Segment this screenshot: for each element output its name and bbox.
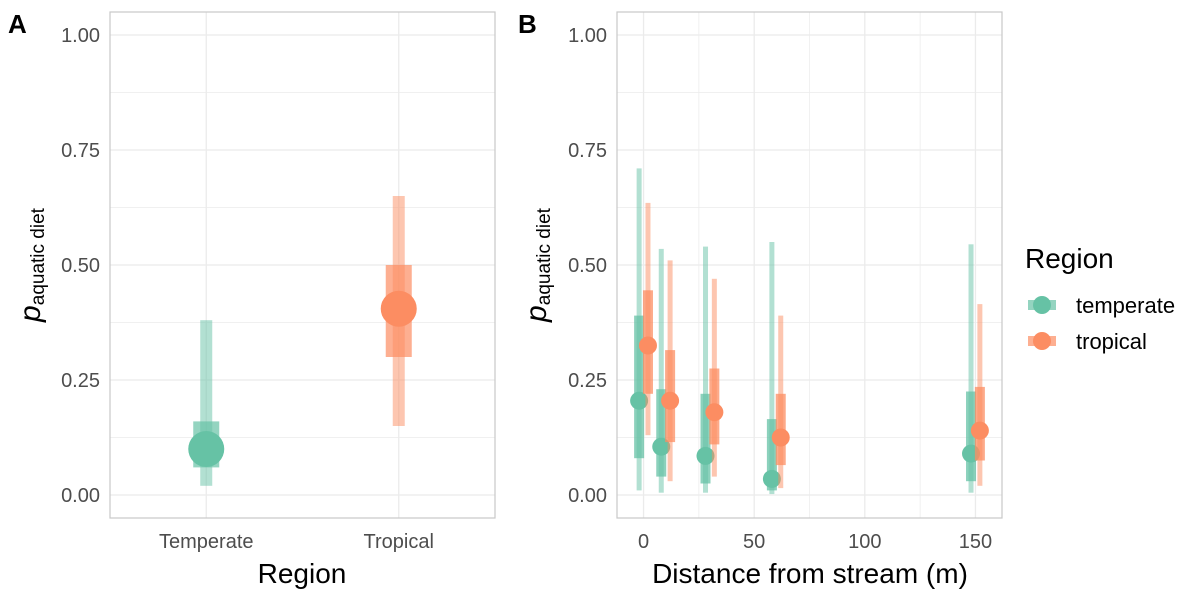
panel-b-point-tropical [771,428,790,447]
panel-a-x-tick-label: Temperate [159,531,254,553]
panel-b-grid [617,12,1002,518]
panel-b-y-axis-title-main: p [520,305,553,323]
panel-b-inner-interval-temperate [700,393,711,484]
panel-b-outer-interval-temperate [703,246,709,493]
panel-a-y-axis-title-main: p [14,305,47,323]
panel-b-inner-interval-temperate [766,419,777,491]
panel-b-y-tick-label: 0.00 [568,485,607,507]
panel-b-inner-interval-temperate [634,315,645,459]
panel-b-y-tick-label: 0.75 [568,140,607,162]
legend: Region temperate tropical [1025,243,1175,354]
panel-b-x-tick-label: 100 [848,531,881,553]
panel-b-outer-interval-temperate [968,244,974,493]
panel-b-point-tropical [661,391,680,410]
panel-b-x-tick-label: 150 [959,531,992,553]
panel-b-inner-interval-temperate [656,389,667,477]
panel-b-x-tick-label: 0 [638,531,649,553]
panel-b-outer-interval-temperate [658,248,664,493]
panel-a-y-tick-label: 0.00 [61,485,100,507]
panel-a-y-tick-label: 0.25 [61,370,100,392]
panel-a-y-tick-label: 1.00 [61,25,100,47]
legend-key-point-temperate [1033,296,1051,314]
panel-a-marks [188,196,417,486]
legend-title: Region [1025,243,1114,274]
panel-b-point-temperate [652,437,671,456]
panel-a-tag: A [8,9,27,39]
panel-a-tick-labels: 0.00 0.25 0.50 0.75 1.00 Temperate Tropical [61,25,434,553]
panel-b-point-temperate [630,391,649,410]
panel-b-inner-interval-temperate [966,391,977,482]
panel-b-x-axis-title: Distance from stream (m) [652,558,968,589]
panel-a-y-tick-label: 0.75 [61,140,100,162]
panel-a-point-tropical [380,290,417,327]
panel-a-y-axis-title: paquatic diet [14,207,49,323]
panel-b-point-temperate [762,469,781,488]
panel-a-grid [110,12,495,518]
panel-b-point-tropical [705,403,724,422]
panel-b-point-tropical [970,421,989,440]
panel-b-outer-interval-temperate [769,242,775,495]
legend-label-temperate: temperate [1076,293,1175,318]
panel-b-y-tick-label: 0.25 [568,370,607,392]
panel-b-point-temperate [696,446,715,465]
panel-a-x-tick-label: Tropical [364,531,434,553]
panel-b-y-axis-title: paquatic diet [520,207,555,323]
panel-b-y-tick-label: 0.50 [568,255,607,277]
panel-a-point-temperate [188,431,225,467]
panel-b-marks [630,168,989,495]
panel-b-y-axis-title-sub: aquatic diet [534,207,555,305]
panel-b-y-tick-label: 1.00 [568,25,607,47]
panel-b-tag: B [518,9,537,39]
panel-b: B 0.00 0.25 0.50 0.75 1.00 0 50 100 150 Distance… [518,9,1003,589]
legend-label-tropical: tropical [1076,329,1147,354]
panel-b-x-tick-label: 50 [743,531,765,553]
panel-b-point-tropical [638,336,657,355]
panel-b-border [616,11,1003,519]
legend-key-point-tropical [1033,332,1051,350]
panel-a-x-axis-title: Region [258,558,347,589]
panel-a-border [109,11,496,519]
panel-a-y-tick-label: 0.50 [61,255,100,277]
panel-b-tick-labels: 0.00 0.25 0.50 0.75 1.00 0 50 100 150 [568,25,992,553]
legend-items: temperate tropical [1028,293,1175,354]
panel-a-y-axis-title-sub: aquatic diet [28,207,49,305]
